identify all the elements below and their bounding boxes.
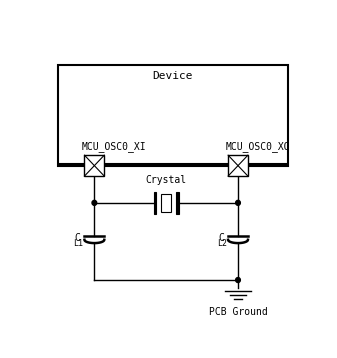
Text: Device: Device (152, 71, 193, 81)
Text: C: C (74, 233, 81, 243)
Bar (58, 65, 288, 164)
Circle shape (92, 200, 97, 205)
Circle shape (236, 200, 240, 205)
Text: MCU_OSC0_XI: MCU_OSC0_XI (82, 141, 147, 153)
Text: L2: L2 (217, 240, 227, 248)
Text: MCU_OSC0_XO: MCU_OSC0_XO (225, 141, 290, 153)
Bar (85, 155, 104, 176)
Circle shape (236, 277, 240, 282)
Text: Crystal: Crystal (146, 175, 187, 185)
Text: L1: L1 (73, 240, 83, 248)
Bar (176, 192, 179, 214)
Bar (161, 194, 172, 212)
Text: C: C (218, 233, 224, 243)
Bar (228, 155, 248, 176)
Text: PCB Ground: PCB Ground (209, 307, 267, 317)
Bar (154, 192, 156, 214)
